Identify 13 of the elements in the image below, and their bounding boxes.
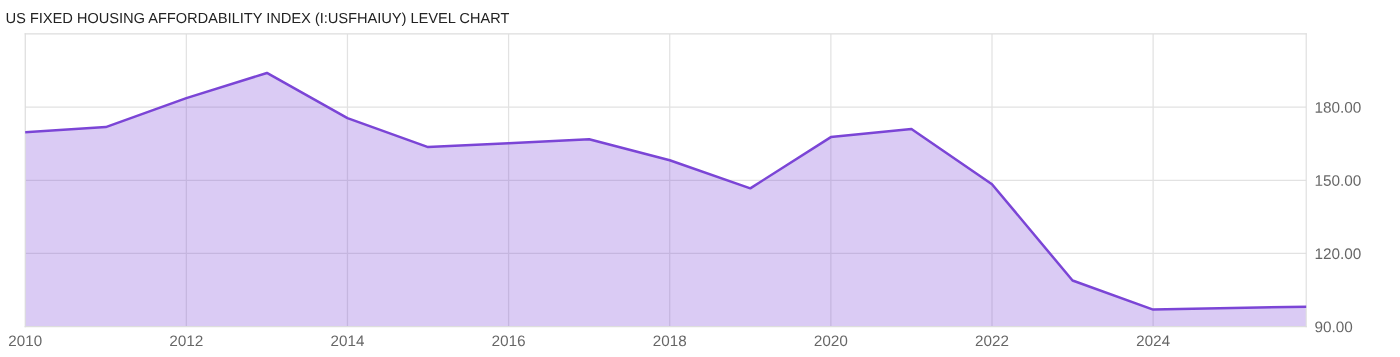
x-tick-label: 2012 bbox=[170, 335, 203, 347]
x-tick-label: 2010 bbox=[8, 335, 42, 347]
x-tick-label: 2016 bbox=[492, 335, 525, 347]
y-tick-label: 90.00 bbox=[1315, 321, 1353, 333]
y-tick-label: 180.00 bbox=[1315, 101, 1361, 113]
chart-title: US FIXED HOUSING AFFORDABILITY INDEX (I:USFHAIUY) LEVEL CHART bbox=[6, 12, 510, 27]
x-tick-label: 2020 bbox=[814, 335, 848, 347]
x-tick-label: 2018 bbox=[653, 335, 687, 347]
y-tick-label: 150.00 bbox=[1315, 175, 1361, 186]
x-tick-label: 2014 bbox=[331, 335, 365, 347]
x-tick-label: 2024 bbox=[1136, 335, 1170, 347]
x-tick-label: 2022 bbox=[975, 335, 1009, 347]
y-tick-label: 120.00 bbox=[1315, 248, 1361, 260]
